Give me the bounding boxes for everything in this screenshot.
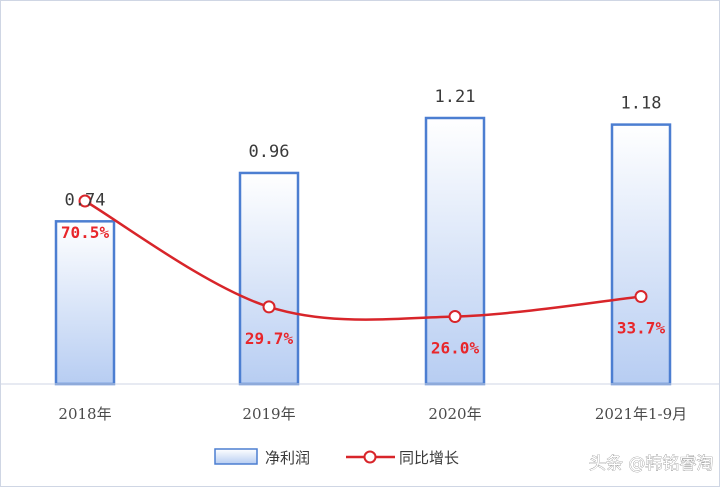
bar-value-label: 0.74 — [65, 190, 106, 210]
legend: 净利润 同比增长 — [214, 448, 459, 467]
bar-2 — [424, 116, 486, 386]
legend-bar-swatch — [214, 448, 258, 465]
growth-value-label: 26.0% — [431, 339, 480, 358]
watermark: 头条 @韩铭睿淘 — [589, 454, 713, 474]
x-tick-label: 2018年 — [58, 405, 111, 423]
x-tick-label: 2021年1-9月 — [595, 405, 687, 423]
growth-value-label: 70.5% — [61, 223, 110, 242]
bar-1 — [238, 171, 300, 386]
x-tick-label: 2020年 — [428, 405, 481, 423]
growth-marker-3 — [634, 290, 648, 304]
growth-marker-0 — [78, 194, 92, 208]
growth-marker-1 — [262, 300, 276, 314]
legend-line-marker — [363, 450, 377, 464]
labels-layer: 0.74 2018年 0.96 2019年 1.21 2020年 1.18 2021年1-9月… — [58, 87, 687, 423]
legend-line-label: 同比增长 — [399, 449, 459, 467]
growth-marker-2 — [448, 310, 462, 324]
bar-value-label: 1.18 — [621, 94, 662, 114]
bars-layer — [54, 116, 672, 386]
growth-value-label: 33.7% — [617, 319, 666, 338]
growth-value-label: 29.7% — [245, 329, 294, 348]
growth-line — [84, 199, 642, 321]
line-layer — [78, 194, 648, 324]
bar-0 — [54, 220, 116, 386]
legend-bar-label: 净利润 — [265, 449, 310, 467]
x-tick-label: 2019年 — [242, 405, 295, 423]
bar-3 — [610, 123, 672, 386]
bar-value-label: 0.96 — [249, 142, 290, 162]
bar-value-label: 1.21 — [435, 87, 476, 107]
